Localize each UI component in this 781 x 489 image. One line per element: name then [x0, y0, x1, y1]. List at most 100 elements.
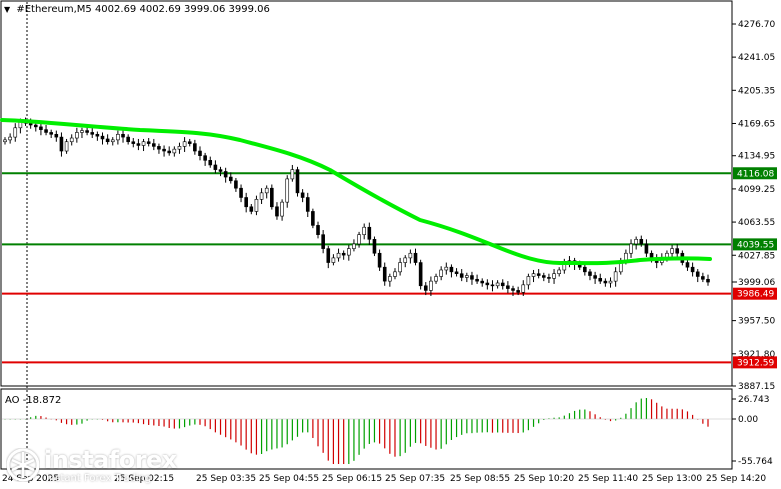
ao-bar [45, 417, 47, 419]
candle-body [506, 285, 510, 289]
candle-body [85, 130, 89, 133]
candle-body [418, 262, 423, 287]
candle-body [516, 290, 520, 293]
price-level-tag [733, 356, 777, 369]
price-level-tag [733, 238, 777, 251]
ao-bar [173, 419, 175, 429]
price-tick-label: 4241.05 [738, 53, 775, 63]
ao-bar [378, 419, 381, 444]
ao-bar [240, 419, 242, 446]
ao-bar [650, 399, 653, 419]
candle-body [603, 280, 608, 284]
ao-bar [158, 419, 160, 427]
candle-body [218, 169, 223, 172]
ao-bar [486, 419, 488, 433]
candle-body [121, 134, 125, 138]
candle-body [39, 126, 43, 130]
candle-body [234, 180, 238, 189]
ao-bar [266, 419, 268, 452]
ao-bar [219, 419, 222, 435]
candle-body [213, 164, 218, 170]
candle-body [526, 276, 531, 286]
price-tick-label: 3957.50 [738, 317, 775, 327]
candle-body [490, 284, 495, 287]
ao-axis: 26.743 0.00 -55.764 [732, 395, 773, 467]
ao-bar [194, 419, 196, 425]
ao-bar [625, 413, 627, 419]
ao-bar [656, 402, 658, 419]
ao-panel-frame [0, 388, 733, 470]
ao-bar [389, 419, 391, 454]
ao-bar [491, 419, 494, 433]
ao-bar [358, 419, 360, 455]
time-label: 25 Sep 14:20 [706, 474, 766, 484]
candle-body [59, 136, 64, 152]
ao-bar [168, 419, 170, 428]
candle-body [583, 266, 587, 273]
dropdown-arrow-icon[interactable]: ▼ [4, 5, 11, 14]
candle-body [357, 234, 361, 245]
main-panel-frame [0, 0, 733, 387]
candle-body [536, 273, 541, 276]
candle-body [193, 143, 197, 152]
ao-bar [337, 419, 340, 464]
candle-body [413, 252, 418, 263]
ao-bar [286, 419, 288, 445]
ao-bar [343, 419, 345, 464]
candle-body [64, 141, 69, 152]
candle-body [352, 243, 356, 249]
candle-body [449, 266, 454, 273]
candle-body [521, 284, 526, 293]
ao-bar [671, 408, 673, 419]
ao-bar [225, 419, 227, 438]
candle-body [90, 132, 95, 135]
candle-body [290, 169, 295, 180]
instaforex-watermark: instaforex Instant Forex Trading [6, 446, 181, 484]
candle-body [588, 271, 592, 276]
candle-body [408, 252, 413, 259]
time-label: 25 Sep 10:20 [514, 474, 574, 484]
candle-body [393, 271, 397, 277]
price-level-label: 4039.55 [737, 240, 774, 250]
ao-bar [589, 411, 591, 419]
ao-bar [107, 419, 109, 422]
ao-bar [122, 419, 124, 423]
candle-body [541, 275, 546, 278]
ao-bar [573, 410, 576, 419]
watermark-brand: instaforex [44, 446, 177, 474]
candle-body [105, 138, 110, 143]
ao-bar [332, 419, 335, 464]
ao-bar [65, 419, 68, 425]
candle-body [459, 273, 464, 278]
ao-bar [353, 419, 355, 461]
candle-body [44, 129, 48, 133]
ao-bar [322, 419, 324, 453]
candle-body [316, 225, 320, 235]
ao-bar [584, 409, 586, 419]
price-tick-label: 4205.35 [738, 86, 775, 96]
candle-body [13, 127, 18, 138]
ao-bar [420, 419, 422, 444]
time-label: 25 Sep 04:55 [259, 474, 319, 484]
candle-body [177, 146, 182, 150]
candle-body [475, 278, 479, 282]
ao-bar [189, 419, 191, 426]
candle-body [598, 278, 603, 282]
ao-bar [312, 419, 314, 438]
price-level-label: 3912.59 [737, 358, 774, 368]
candle-body [639, 239, 644, 245]
ao-bar [425, 419, 427, 446]
candle-body [172, 148, 177, 154]
time-label: 25 Sep 07:35 [385, 474, 445, 484]
candle-body [557, 269, 561, 274]
ao-bar [404, 419, 406, 453]
candle-body [701, 276, 705, 280]
ao-bar [640, 398, 642, 419]
candle-body [388, 276, 392, 282]
ao-bar [615, 419, 617, 421]
current-price-label: 3999.06 [738, 278, 775, 288]
candle-body [593, 275, 597, 279]
candle-body [670, 248, 674, 254]
ao-bar [276, 419, 278, 449]
